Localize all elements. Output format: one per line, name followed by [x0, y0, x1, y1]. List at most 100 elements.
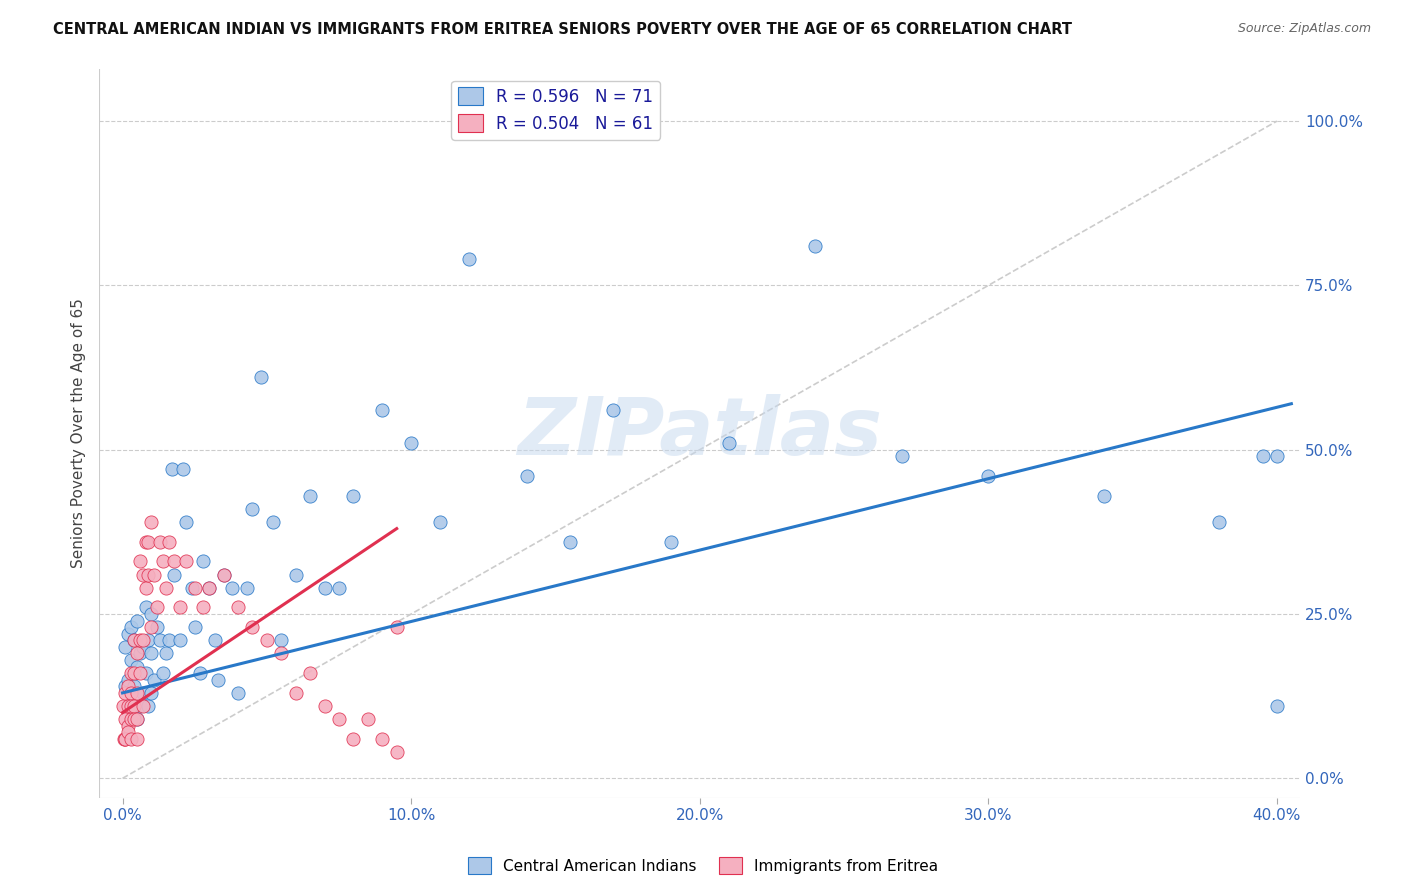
Point [143, 567, 166, 582]
Point [122, 699, 145, 714]
Point [204, 633, 226, 648]
Point [120, 666, 142, 681]
Point [141, 620, 163, 634]
Point [270, 647, 292, 661]
Legend: Central American Indians, Immigrants from Eritrea: Central American Indians, Immigrants fro… [461, 851, 945, 880]
Point [143, 673, 166, 687]
Point [141, 686, 163, 700]
Point [128, 647, 150, 661]
Point [270, 633, 292, 648]
Point [371, 731, 394, 746]
Point [558, 534, 581, 549]
Point [284, 686, 307, 700]
Point [128, 699, 150, 714]
Point [342, 489, 364, 503]
Point [114, 686, 136, 700]
Point [125, 731, 148, 746]
Point [120, 686, 142, 700]
Point [183, 620, 205, 634]
Point [117, 626, 139, 640]
Point [114, 712, 136, 726]
Point [155, 581, 177, 595]
Point [183, 581, 205, 595]
Point [180, 581, 202, 595]
Point [117, 719, 139, 733]
Point [138, 633, 160, 648]
Point [125, 614, 148, 628]
Point [457, 252, 479, 266]
Point [163, 567, 186, 582]
Point [1208, 515, 1230, 529]
Point [146, 600, 169, 615]
Point [157, 534, 180, 549]
Point [169, 600, 191, 615]
Point [120, 653, 142, 667]
Point [659, 534, 682, 549]
Point [138, 567, 160, 582]
Point [141, 515, 163, 529]
Point [174, 554, 197, 568]
Point [1092, 489, 1115, 503]
Point [399, 436, 422, 450]
Point [128, 666, 150, 681]
Point [385, 620, 408, 634]
Point [138, 699, 160, 714]
Point [149, 534, 172, 549]
Point [132, 567, 155, 582]
Point [284, 567, 307, 582]
Point [342, 731, 364, 746]
Point [138, 534, 160, 549]
Text: CENTRAL AMERICAN INDIAN VS IMMIGRANTS FROM ERITREA SENIORS POVERTY OVER THE AGE : CENTRAL AMERICAN INDIAN VS IMMIGRANTS FR… [53, 22, 1073, 37]
Point [122, 679, 145, 693]
Point [226, 686, 249, 700]
Point [152, 554, 174, 568]
Point [371, 403, 394, 417]
Point [163, 554, 186, 568]
Legend: R = 0.596   N = 71, R = 0.504   N = 61: R = 0.596 N = 71, R = 0.504 N = 61 [451, 80, 659, 139]
Point [299, 489, 322, 503]
Point [190, 666, 212, 681]
Point [117, 673, 139, 687]
Point [135, 534, 157, 549]
Point [128, 633, 150, 648]
Point [207, 673, 229, 687]
Point [314, 699, 336, 714]
Point [120, 731, 142, 746]
Point [114, 679, 136, 693]
Point [193, 600, 215, 615]
Point [890, 450, 912, 464]
Point [157, 633, 180, 648]
Text: ZIPatlas: ZIPatlas [517, 394, 882, 472]
Point [152, 666, 174, 681]
Point [256, 633, 278, 648]
Point [212, 567, 235, 582]
Point [112, 731, 135, 746]
Point [262, 515, 284, 529]
Point [328, 581, 350, 595]
Point [125, 686, 148, 700]
Point [226, 600, 249, 615]
Point [117, 679, 139, 693]
Point [125, 659, 148, 673]
Point [717, 436, 740, 450]
Point [160, 462, 183, 476]
Point [172, 462, 194, 476]
Point [114, 731, 136, 746]
Point [120, 620, 142, 634]
Point [135, 666, 157, 681]
Point [122, 666, 145, 681]
Point [1265, 450, 1288, 464]
Point [125, 712, 148, 726]
Point [198, 581, 221, 595]
Point [132, 633, 155, 648]
Point [221, 581, 243, 595]
Point [314, 581, 336, 595]
Point [128, 554, 150, 568]
Point [169, 633, 191, 648]
Point [357, 712, 380, 726]
Point [328, 712, 350, 726]
Point [112, 699, 135, 714]
Point [299, 666, 322, 681]
Point [122, 712, 145, 726]
Point [117, 725, 139, 739]
